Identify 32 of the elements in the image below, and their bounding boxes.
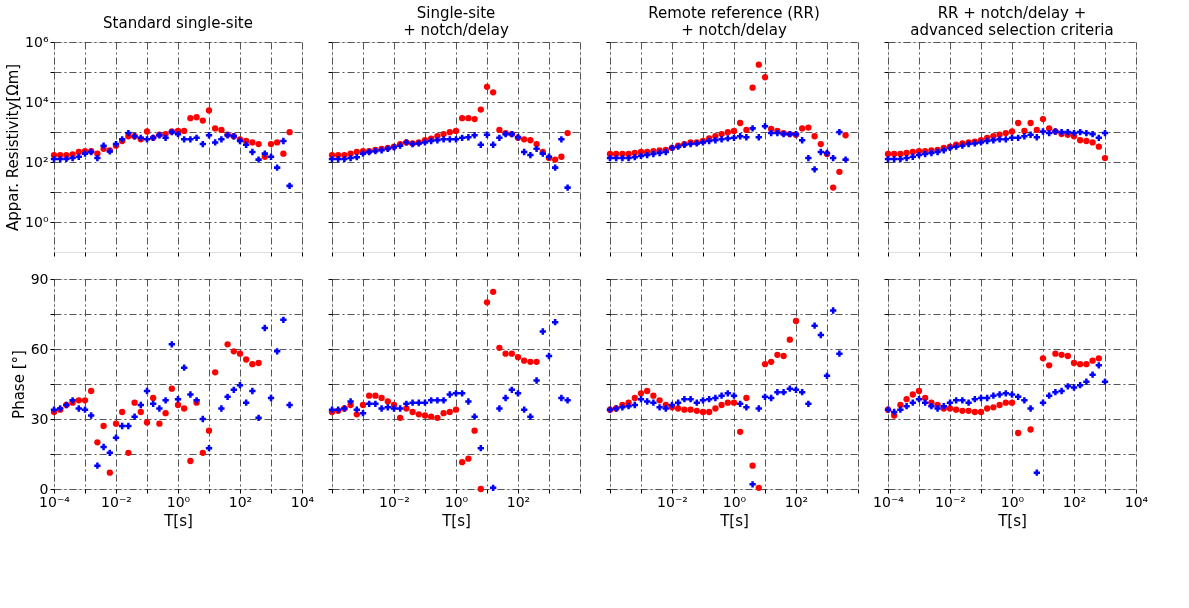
- y-axis-title: Phase [°]: [9, 350, 28, 419]
- chart-title: Standard single-site: [103, 14, 253, 32]
- y-tick-label: 10⁴: [25, 93, 49, 110]
- x-tick-label: 10⁻⁴: [873, 493, 905, 510]
- y-tick-label: 10⁶: [25, 33, 49, 50]
- x-axis-title: T[s]: [163, 511, 193, 530]
- y-tick-label: 10²: [25, 153, 49, 170]
- x-tick-label: 10⁰: [722, 493, 747, 510]
- y-tick-label: 30: [30, 410, 49, 427]
- x-tick-label: 10⁻²: [657, 493, 688, 510]
- chart-title: RR + notch/delay + advanced selection criteria: [910, 3, 1114, 39]
- x-tick-label: 10⁻²: [101, 493, 132, 510]
- x-tick-label: 10⁴: [290, 493, 315, 510]
- x-tick-label: 10⁰: [166, 493, 191, 510]
- x-axis-title: T[s]: [719, 511, 749, 530]
- x-tick-label: 10⁻²: [379, 493, 410, 510]
- y-tick-label: 90: [30, 270, 49, 287]
- y-tick-label: 60: [30, 340, 49, 357]
- y-tick-label: 10⁰: [25, 213, 49, 230]
- x-tick-label: 10⁻²: [935, 493, 966, 510]
- x-tick-label: 10²: [784, 493, 809, 510]
- y-axis-title: Appar. Resistivity[Ωm]: [4, 63, 23, 232]
- x-tick-label: 10⁰: [1000, 493, 1025, 510]
- x-tick-label: 10⁴: [1124, 493, 1149, 510]
- x-axis-title: T[s]: [441, 511, 471, 530]
- x-tick-label: 10²: [506, 493, 531, 510]
- x-tick-label: 10⁰: [444, 493, 469, 510]
- chart-title: Single-site + notch/delay: [403, 3, 509, 39]
- x-tick-label: 10²: [228, 493, 253, 510]
- x-axis-title: T[s]: [997, 511, 1027, 530]
- chart-title: Remote reference (RR) + notch/delay: [648, 3, 820, 39]
- x-tick-label: 10²: [1062, 493, 1087, 510]
